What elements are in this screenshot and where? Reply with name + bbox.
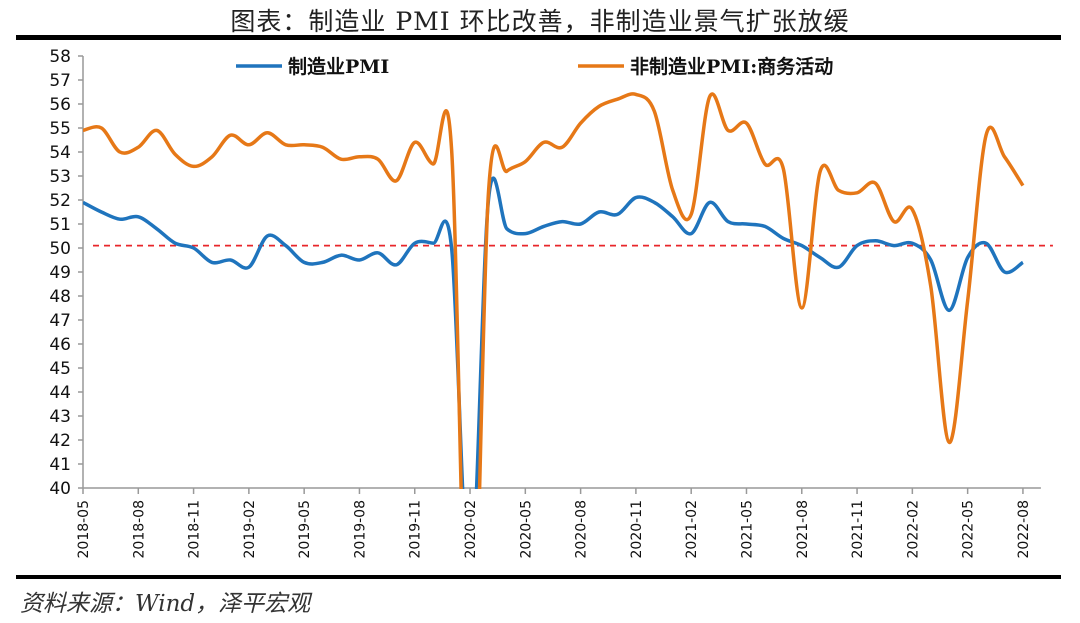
x-tick-label: 2021-05 <box>739 500 755 559</box>
source-note: 资料来源：Wind，泽平宏观 <box>20 591 311 617</box>
y-tick-label: 50 <box>49 239 71 259</box>
y-tick-label: 51 <box>49 215 71 235</box>
x-tick-label: 2020-11 <box>629 500 645 559</box>
y-tick-label: 46 <box>49 335 71 355</box>
x-tick-label: 2021-08 <box>795 500 811 559</box>
x-axis: 2018-05 2018-08 2018-11 2019-02 2019-05 2019-… <box>76 487 1041 559</box>
chart-title: 图表：制造业 PMI 环比改善，非制造业景气扩张放缓 <box>230 7 850 36</box>
y-tick-label: 49 <box>49 263 71 283</box>
series-manufacturing-pmi-line <box>83 176 1024 489</box>
y-tick-label: 58 <box>49 47 71 67</box>
y-tick-label: 48 <box>49 287 71 307</box>
legend-label-non-manufacturing: 非制造业PMI:商务活动 <box>630 55 833 78</box>
top-rule <box>16 35 1061 40</box>
y-tick-label: 42 <box>49 431 71 451</box>
y-tick-label: 47 <box>49 311 71 331</box>
x-tick-label: 2020-08 <box>574 500 590 559</box>
x-tick-label: 2019-05 <box>297 500 313 559</box>
x-tick-label: 2020-02 <box>463 500 479 559</box>
y-tick-label: 44 <box>49 383 71 403</box>
x-tick-label: 2019-08 <box>352 500 368 559</box>
y-tick-label: 56 <box>49 95 71 115</box>
y-axis: 40 41 42 43 44 45 46 47 48 49 50 51 52 53 54 55 56 57 58 <box>49 47 84 499</box>
x-tick-label: 2022-08 <box>1016 500 1032 559</box>
x-tick-label: 2021-11 <box>850 500 866 559</box>
y-tick-label: 57 <box>49 71 71 91</box>
series-non-manufacturing-pmi-line <box>83 92 1025 489</box>
y-tick-label: 43 <box>49 407 71 427</box>
x-tick-label: 2018-08 <box>131 500 147 559</box>
x-tick-label: 2018-11 <box>187 500 203 559</box>
y-tick-label: 52 <box>49 191 71 211</box>
y-tick-label: 53 <box>49 167 71 187</box>
y-tick-label: 41 <box>49 455 71 475</box>
legend: 制造业PMI 非制造业PMI:商务活动 <box>236 55 833 78</box>
x-tick-label: 2019-11 <box>408 500 424 559</box>
y-tick-label: 40 <box>49 479 71 499</box>
x-tick-label: 2020-05 <box>518 500 534 559</box>
bottom-rule <box>16 575 1061 579</box>
x-tick-label: 2022-02 <box>905 500 921 559</box>
x-tick-label: 2022-05 <box>961 500 977 559</box>
x-tick-label: 2019-02 <box>242 500 258 559</box>
y-tick-label: 54 <box>49 143 71 163</box>
x-tick-label: 2021-02 <box>684 500 700 559</box>
y-tick-label: 45 <box>49 359 71 379</box>
x-tick-label: 2018-05 <box>76 500 92 559</box>
y-tick-label: 55 <box>49 119 71 139</box>
legend-label-manufacturing: 制造业PMI <box>288 55 389 78</box>
